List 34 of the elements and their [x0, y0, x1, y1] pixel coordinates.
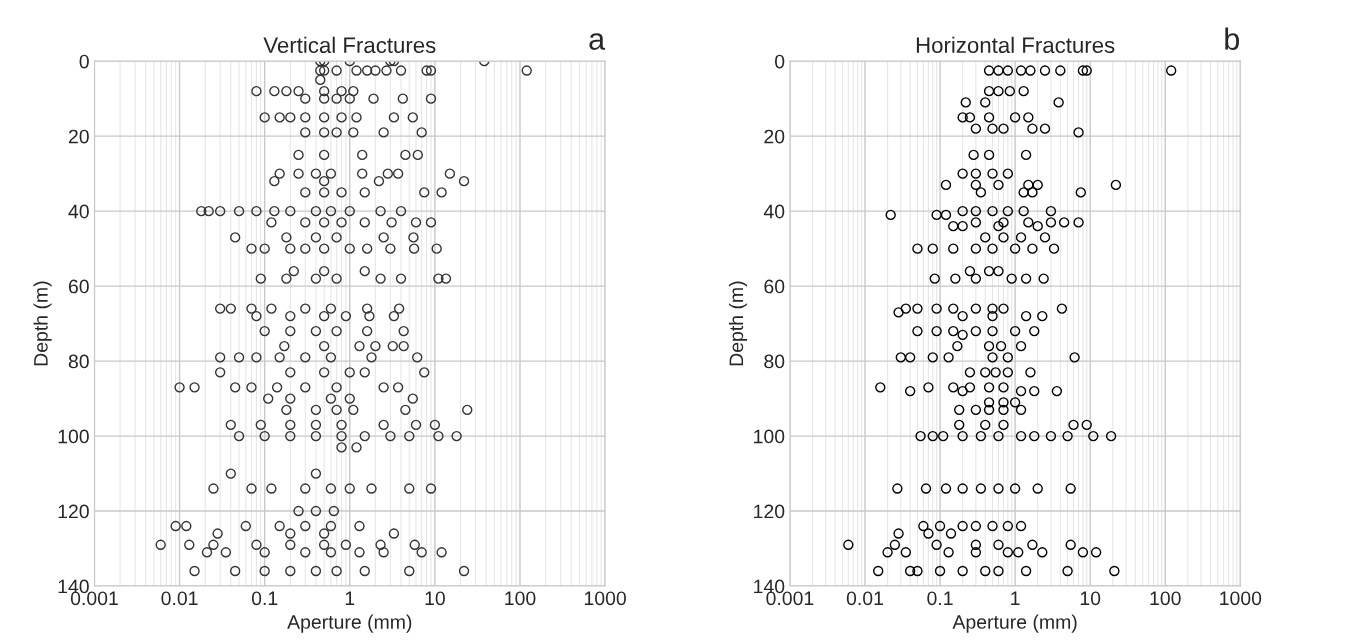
y-tick-label: 40: [68, 204, 89, 219]
x-tick-label: 100: [505, 591, 536, 606]
x-tick-label: 0.1: [251, 591, 278, 606]
x-tick-label: 0.1: [927, 591, 953, 606]
x-tick-label: 1: [1011, 591, 1020, 605]
x-axis-title: Aperture (mm): [952, 614, 1077, 633]
y-tick-label: 20: [68, 129, 89, 144]
y-tick-label: 0: [775, 54, 785, 69]
text: b: [1225, 27, 1240, 50]
y-tick-label: 40: [763, 204, 785, 219]
x-tick-label: 10: [1080, 591, 1101, 606]
y-tick-label: 80: [764, 354, 785, 369]
text: a: [589, 33, 606, 50]
y-tick-label: 80: [68, 354, 89, 369]
x-tick-label: 0.01: [846, 591, 883, 606]
x-tick-label: 10: [425, 591, 445, 606]
y-tick-label: 100: [58, 429, 89, 444]
x-tick-label: 1: [345, 591, 355, 605]
y-tick-label: 100: [754, 429, 785, 444]
x-axis-title: Aperture (mm): [287, 614, 412, 633]
x-tick-label: 1000: [1220, 591, 1262, 606]
y-axis-title: Depth (m): [33, 281, 52, 366]
x-tick-label: 100: [1150, 591, 1181, 606]
chart-title: Horizontal Fractures: [916, 36, 1115, 54]
y-tick-label: 0: [79, 54, 89, 69]
y-tick-label: 60: [764, 279, 785, 294]
y-tick-label: 120: [754, 504, 785, 519]
chart-title: Vertical Fractures: [263, 36, 436, 54]
y-tick-label: 60: [68, 279, 89, 294]
y-tick-label: 120: [58, 504, 89, 519]
x-tick-label: 1000: [584, 591, 626, 606]
y-tick-label: 20: [764, 129, 785, 144]
x-tick-label: 0.01: [161, 591, 198, 606]
y-axis-title: Depth (m): [728, 281, 748, 366]
